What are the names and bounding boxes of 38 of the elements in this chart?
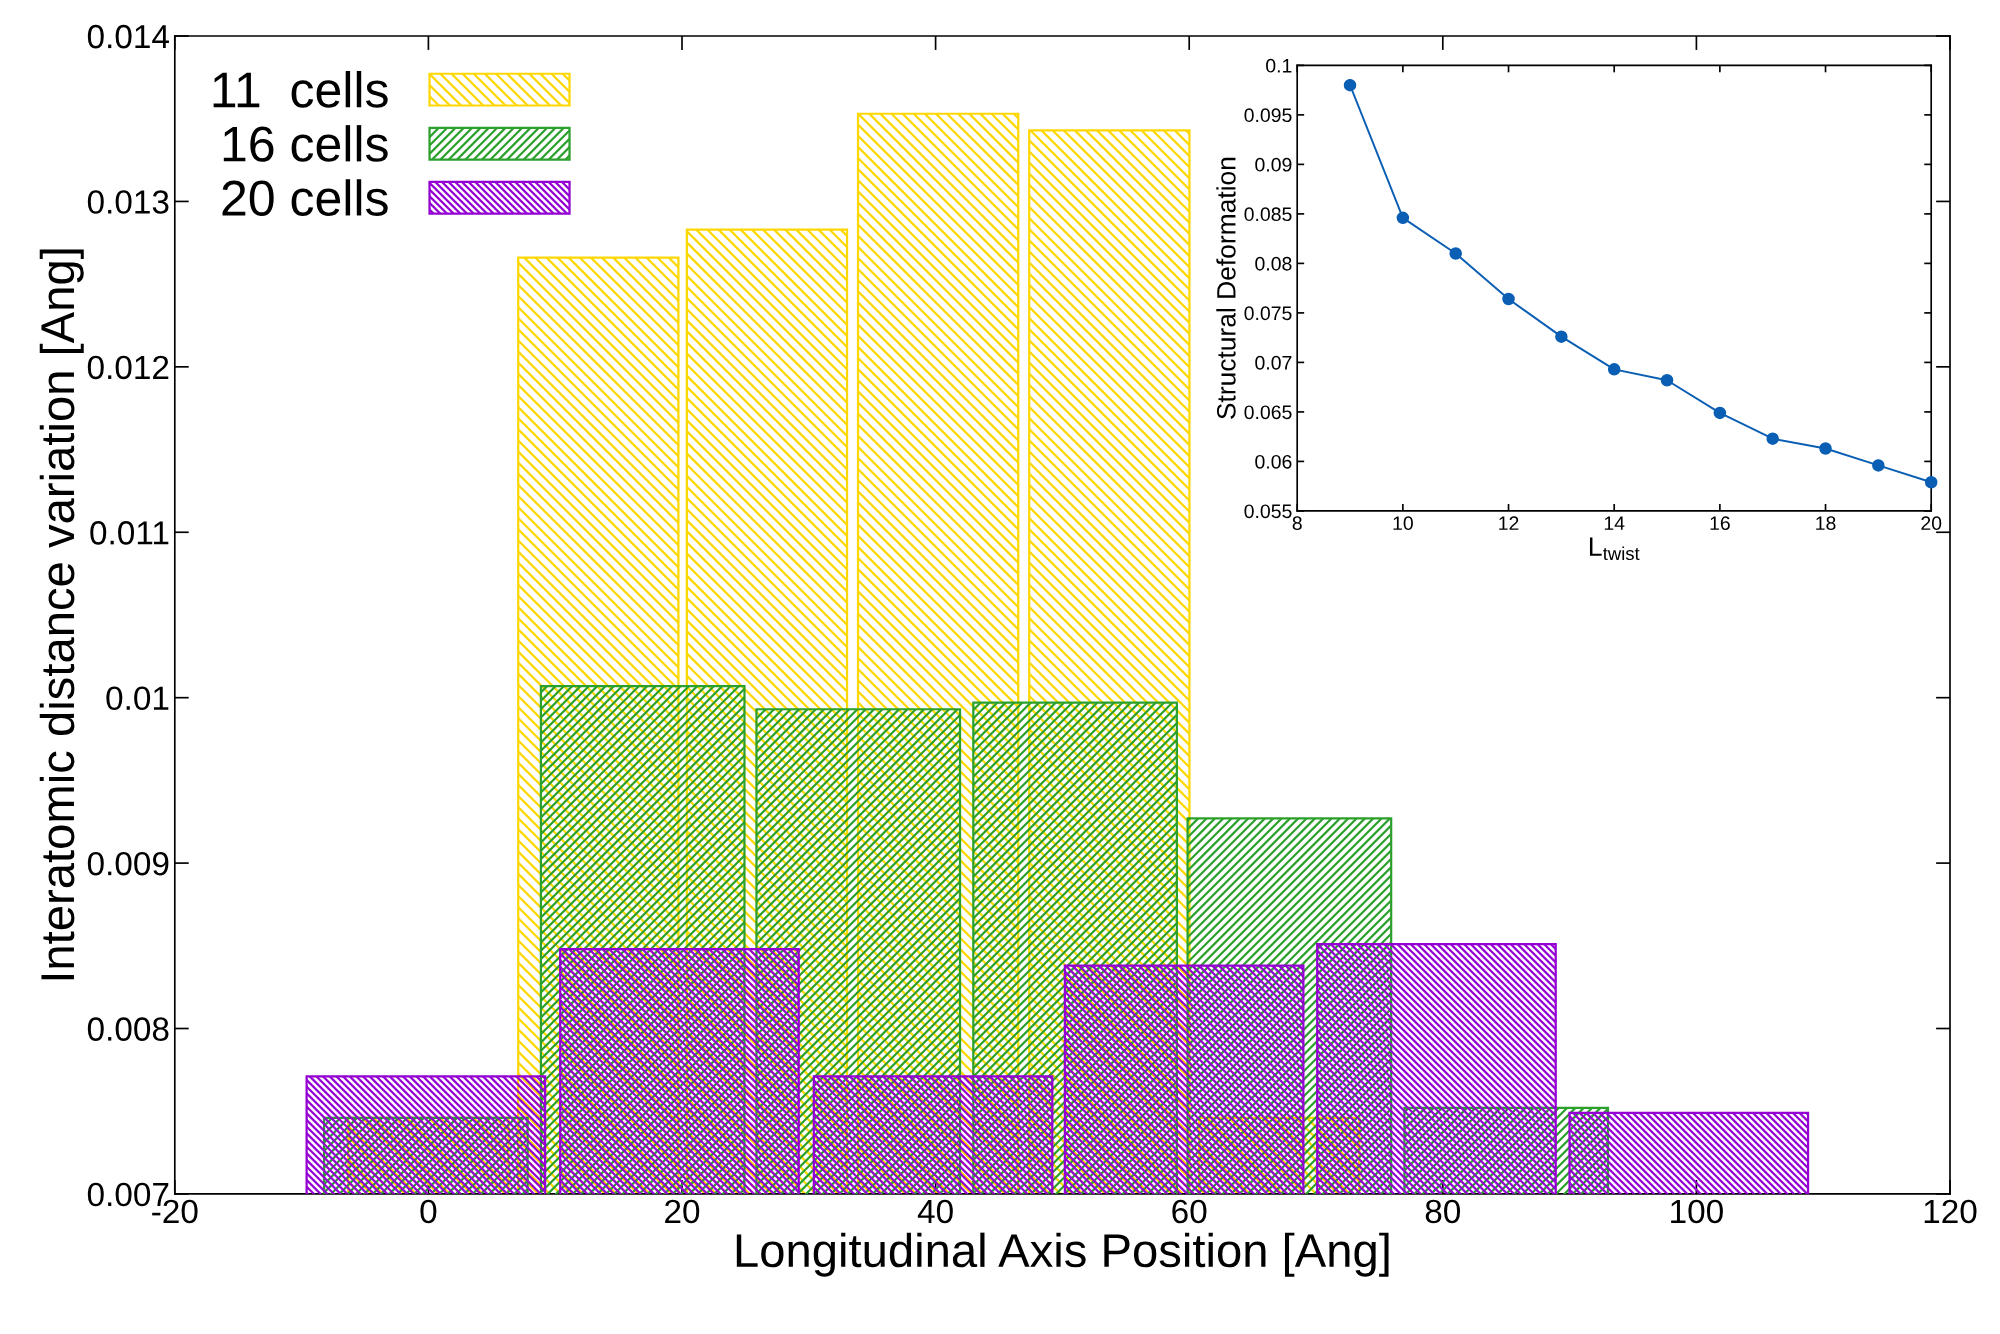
y-tick-label: 0.09 <box>1255 157 1292 172</box>
y-tick-label: 0.013 <box>87 190 169 214</box>
x-tick-label: 16 <box>1710 516 1730 531</box>
y-tick-label: 0.008 <box>87 1017 169 1041</box>
x-tick-label: 12 <box>1499 516 1519 530</box>
x-tick-label: 14 <box>1604 516 1625 530</box>
y-tick-label: 0.014 <box>87 24 169 49</box>
x-tick-label: 0 <box>420 1199 437 1224</box>
y-axis-title: Interatomic distance variation [Ang] <box>39 249 84 980</box>
x-axis-title: Longitudinal Axis Position [Ang] <box>736 1232 1389 1277</box>
y-tick-label: 0.012 <box>87 355 169 380</box>
legend-label: 16 cells <box>223 125 388 162</box>
y-tick-label: 0.06 <box>1255 454 1292 469</box>
y-tick-label: 0.08 <box>1255 256 1292 271</box>
y-tick-label: 0.085 <box>1244 207 1292 222</box>
x-tick-label: 18 <box>1816 516 1836 531</box>
y-tick-label: 0.011 <box>90 521 169 545</box>
y-tick-label: 0.095 <box>1244 108 1292 123</box>
y-tick-label: 0.1 <box>1266 58 1292 73</box>
x-tick-label: 40 <box>917 1199 953 1224</box>
x-tick-label: 80 <box>1425 1199 1461 1224</box>
x-tick-label: 20 <box>1921 516 1942 531</box>
y-tick-label: 0.07 <box>1255 355 1292 370</box>
x-tick-label: 20 <box>665 1199 700 1224</box>
y-tick-label: 0.075 <box>1244 306 1292 321</box>
y-tick-label: 0.055 <box>1244 504 1292 519</box>
legend-label: 20 cells <box>222 179 388 216</box>
x-tick-label: 60 <box>1172 1199 1207 1224</box>
x-tick-label: 100 <box>1671 1199 1723 1224</box>
y-tick-label: 0.065 <box>1244 405 1292 420</box>
x-tick-label: 10 <box>1393 516 1413 531</box>
legend-label: 11 cells <box>213 71 388 108</box>
y-tick-label: 0.009 <box>87 851 169 876</box>
y-axis-title: Structural Deformation <box>1216 157 1236 419</box>
x-axis-title: L$_{twist}$ <box>1589 537 1640 561</box>
y-tick-label: 0.01 <box>106 686 169 711</box>
x-tick-label: 120 <box>1924 1199 1977 1224</box>
x-tick-label: 8 <box>1292 516 1302 531</box>
